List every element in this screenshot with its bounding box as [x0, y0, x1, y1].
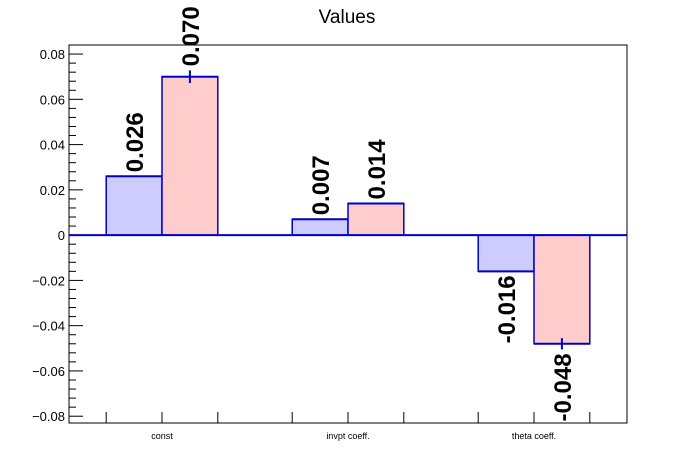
y-tick-label: 0 [58, 228, 65, 243]
axis-ticks: −0.08 −0.06 −0.04 −0.02 0 0.02 0.04 0.06 0.08 con… [32, 44, 591, 441]
y-tick-label: 0.04 [40, 138, 65, 153]
bar [533, 234, 591, 345]
y-tick-label: 0.08 [40, 47, 65, 62]
bar [105, 175, 163, 236]
value-label: 0.007 [308, 155, 335, 215]
x-tick-label: invpt coeff. [326, 431, 369, 441]
bars [105, 70, 591, 350]
chart-title: Values [319, 7, 376, 28]
y-tick-label: 0.06 [40, 92, 65, 107]
value-label: 0.070 [178, 6, 205, 66]
x-tick-label: const [151, 431, 173, 441]
value-label: 0.014 [364, 139, 391, 200]
value-label: -0.048 [550, 353, 577, 421]
bar [347, 202, 405, 236]
bar [291, 218, 349, 236]
bar [477, 234, 535, 273]
bar [161, 75, 219, 236]
y-tick-label: −0.06 [32, 364, 65, 379]
y-tick-label: −0.08 [32, 409, 65, 424]
value-label: -0.016 [494, 275, 521, 343]
x-tick-label: theta coeff. [512, 431, 556, 441]
value-labels: 0.026 0.070 0.007 0.014 -0.016 -0.048 [122, 6, 577, 421]
y-tick-label: 0.02 [40, 183, 65, 198]
y-tick-label: −0.04 [32, 319, 65, 334]
y-tick-label: −0.02 [32, 273, 65, 288]
value-label: 0.026 [122, 112, 149, 172]
